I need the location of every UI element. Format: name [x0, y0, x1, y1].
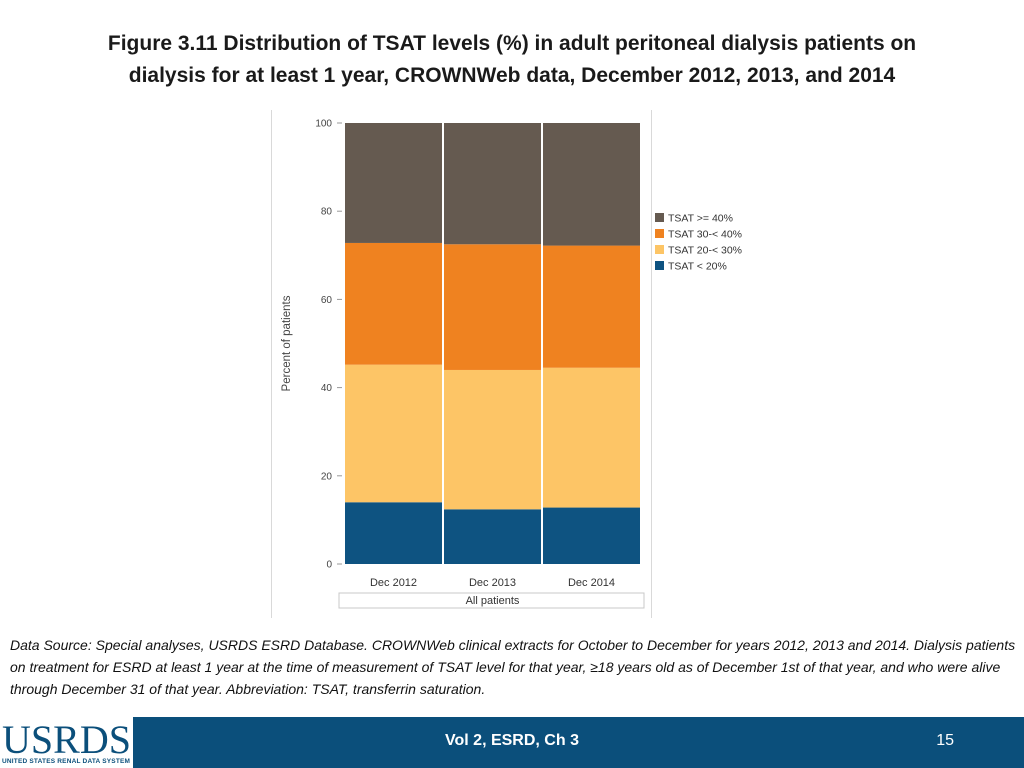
chart-panel: 0 20 40 60 80 100 Percent of patients Dec 2012 D… — [271, 110, 742, 618]
legend-swatch — [655, 261, 664, 270]
y-tick-label: 80 — [321, 207, 333, 218]
y-tick-label: 60 — [321, 295, 333, 306]
y-tick-label: 0 — [326, 560, 332, 571]
x-tick-label: Dec 2013 — [469, 577, 516, 589]
legend-swatch — [655, 245, 664, 254]
bar-segment — [543, 367, 640, 508]
bar-segment — [543, 123, 640, 246]
bar-segment — [444, 244, 541, 370]
legend-swatch — [655, 213, 664, 222]
group-label-box — [338, 592, 645, 609]
legend-label: TSAT >= 40% — [668, 213, 733, 225]
bar-segment — [345, 242, 442, 365]
legend-label: TSAT < 20% — [668, 261, 727, 273]
footer-bar: USRDS UNITED STATES RENAL DATA SYSTEM Vo… — [0, 717, 1024, 768]
legend-label: TSAT 20-< 30% — [668, 245, 742, 257]
usrds-logo: USRDS UNITED STATES RENAL DATA SYSTEM — [0, 717, 133, 768]
x-tick-label: Dec 2012 — [370, 577, 417, 589]
bar-segment — [444, 123, 541, 245]
y-tick-label: 40 — [321, 383, 333, 394]
bar-segment — [543, 245, 640, 368]
data-source-footnote: Data Source: Special analyses, USRDS ESR… — [10, 637, 1016, 697]
page-number: 15 — [936, 732, 954, 749]
x-tick-label: Dec 2014 — [568, 577, 615, 589]
y-tick-label: 100 — [315, 119, 332, 130]
group-label: All patients — [466, 595, 520, 607]
stacked-bar-chart: 0 20 40 60 80 100 Percent of patients Dec 2012 D… — [281, 119, 742, 609]
figure-title: Figure 3.11 Distribution of TSAT levels … — [40, 28, 984, 92]
logo-subtitle: UNITED STATES RENAL DATA SYSTEM — [2, 758, 131, 765]
bar-segment — [345, 502, 442, 564]
title-line-2: dialysis for at least 1 year, CROWNWeb d… — [128, 64, 896, 87]
legend-swatch — [655, 229, 664, 238]
y-axis-label: Percent of patients — [281, 295, 293, 391]
bar-segment — [444, 509, 541, 564]
bar-segment — [543, 507, 640, 564]
title-line-1: Figure 3.11 Distribution of TSAT levels … — [107, 32, 917, 55]
volume-chapter-label: Vol 2, ESRD, Ch 3 — [445, 732, 579, 749]
bar-segment — [444, 369, 541, 510]
bar-segment — [345, 364, 442, 503]
y-tick-label: 20 — [321, 471, 333, 482]
bar-segment — [345, 123, 442, 243]
legend-label: TSAT 30-< 40% — [668, 229, 742, 241]
logo-wordmark: USRDS — [2, 717, 131, 762]
